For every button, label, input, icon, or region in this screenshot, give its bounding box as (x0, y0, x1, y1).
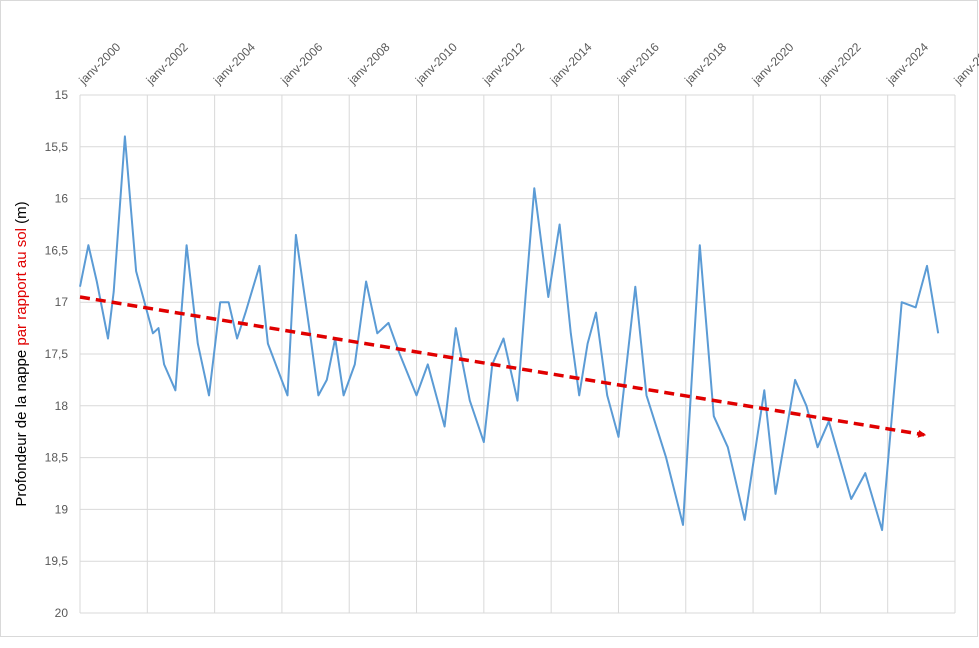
y-tick-label: 15 (55, 88, 69, 102)
trend-line (79, 295, 927, 438)
y-tick-label: 19,5 (45, 554, 69, 568)
y-tick-label: 19 (55, 502, 69, 516)
y-tick-label: 17 (55, 295, 69, 309)
y-tick-label: 15,5 (45, 140, 69, 154)
y-tick-label: 18,5 (45, 451, 69, 465)
y-tick-label: 17,5 (45, 347, 69, 361)
y-tick-label: 16 (55, 192, 69, 206)
y-tick-label: 16,5 (45, 243, 69, 257)
y-axis-label-part: (m) (13, 201, 30, 228)
y-axis-label-part: par rapport au sol (13, 228, 30, 346)
y-axis-label-part: Profondeur de la nappe (13, 346, 30, 507)
y-tick-label: 18 (55, 399, 69, 413)
data-line (79, 135, 940, 532)
y-axis-label: Profondeur de la nappe par rapport au so… (13, 201, 30, 506)
y-tick-label: 20 (55, 606, 69, 620)
